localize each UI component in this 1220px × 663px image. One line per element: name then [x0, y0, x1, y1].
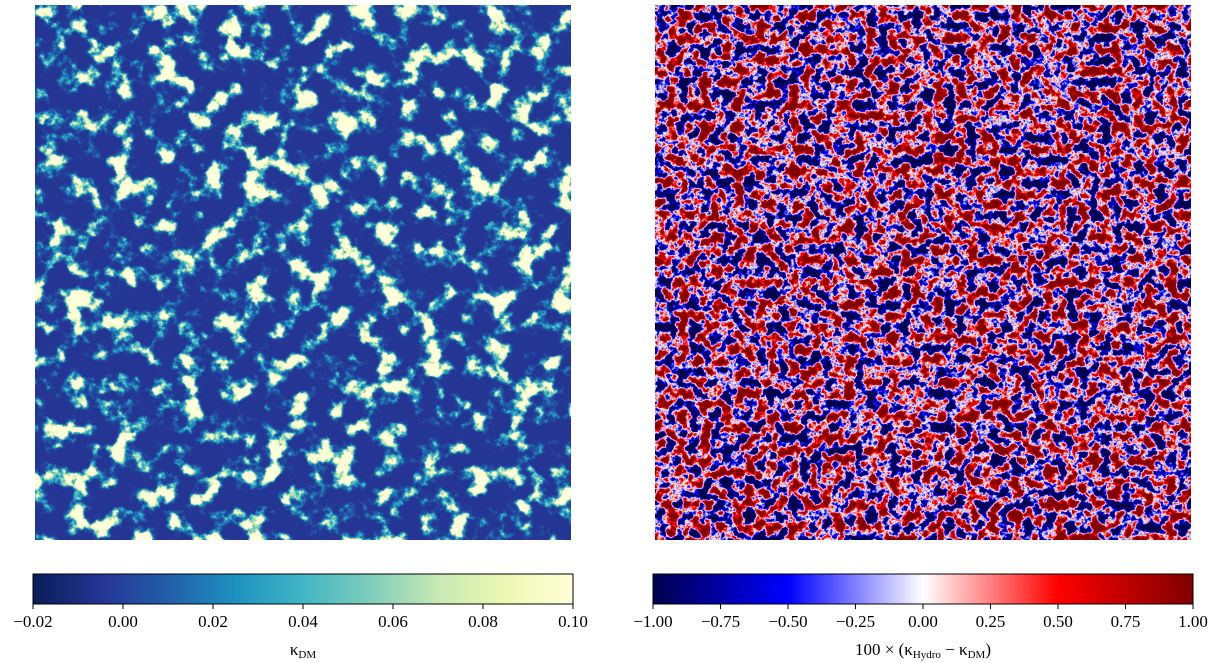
map-image: [655, 5, 1191, 540]
colorbar-tick-label: 0.25: [976, 612, 1006, 631]
colorbar-tick-label: −1.00: [633, 612, 672, 631]
colorbar-tick-label: 0.00: [108, 612, 138, 631]
colorbar-tick-label: 1.00: [1178, 612, 1208, 631]
colorbar-tick-label: 0.08: [468, 612, 498, 631]
label-part: 100 × (κ: [855, 640, 913, 659]
map-image: [35, 5, 571, 540]
colorbar: [32, 573, 574, 605]
colorbar-label: 100 × (κHydro − κDM): [855, 640, 991, 661]
colorbar: [652, 573, 1194, 605]
label-part: DM: [298, 649, 316, 661]
label-part: Hydro: [913, 649, 942, 661]
colorbar-tick-label: 0.75: [1111, 612, 1141, 631]
colorbar-tick-label: 0.06: [378, 612, 408, 631]
colorbar-tick-label: 0.50: [1043, 612, 1073, 631]
colorbar-tick-label: −0.75: [701, 612, 740, 631]
colorbar-tick-label: 0.00: [908, 612, 938, 631]
label-part: κ: [290, 640, 299, 659]
colorbar-tick-label: −0.50: [768, 612, 807, 631]
label-part: DM: [968, 649, 986, 661]
colorbar-tick-label: 0.02: [198, 612, 228, 631]
colorbar-tick-label: 0.10: [558, 612, 588, 631]
colorbar-tick-label: −0.02: [13, 612, 52, 631]
label-part: − κ: [941, 640, 968, 659]
colorbar-tick-label: 0.04: [288, 612, 318, 631]
colorbar-tick-label: −0.25: [836, 612, 875, 631]
label-part: ): [985, 640, 991, 659]
colorbar-label: κDM: [290, 640, 317, 661]
